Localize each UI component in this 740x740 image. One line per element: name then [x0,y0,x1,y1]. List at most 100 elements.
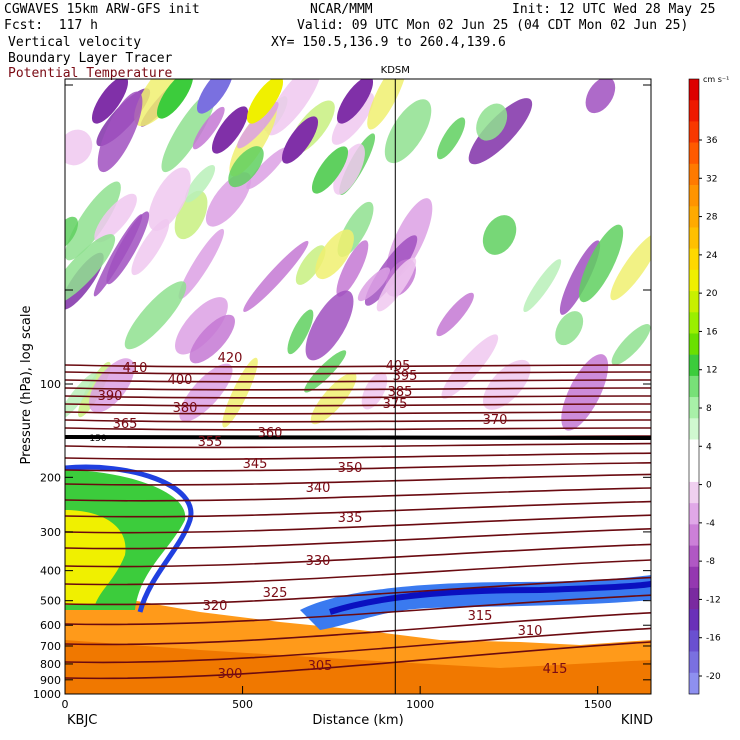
isentrope-line [65,379,651,383]
colorbar-label: 0 [706,481,712,491]
colorbar-swatch [689,312,699,334]
isentrope-label: 345 [243,457,268,472]
vertical-velocity-core [196,79,234,114]
vertical-velocity-cell [384,99,432,164]
vertical-velocity-cell [134,79,192,127]
isentrope-line [65,364,651,368]
isentrope-label: 360 [258,426,283,441]
isentrope-line [65,419,651,423]
vertical-velocity-cell [65,129,93,166]
vertical-velocity-cell [367,79,407,130]
vertical-velocity-cell [523,259,562,313]
vertical-velocity-cell [228,146,264,188]
y-tick-label: 200 [40,471,61,484]
colorbar-label: -4 [706,519,715,529]
vertical-velocity-cell [184,164,216,203]
colorbar-swatch [689,630,699,652]
colorbar-swatch [689,672,699,695]
vertical-velocity-cell [333,143,365,195]
colorbar-swatch [689,481,699,504]
vertical-velocity-cell [124,281,187,350]
isentrope-line [65,487,651,502]
isentrope-line [65,371,651,375]
colorbar-swatch [689,185,699,207]
colorbar-swatch [689,566,699,589]
isentrope-line [65,641,651,680]
colorbar-swatch [689,291,699,313]
vertical-velocity-cell [441,334,499,399]
vertical-velocity-cell [94,193,137,243]
cross-section-endpoints: XY= 150.5,136.9 to 260.4,139.6 [271,35,506,50]
isentrope-line [65,612,651,646]
init-time: Init: 12 UTC Wed 28 May 25 [512,2,716,17]
colorbar-swatch [689,651,699,674]
isentrope-label: 320 [203,599,228,614]
y-tick-label: 100 [40,378,61,391]
vertical-velocity-cell [131,219,170,276]
model-title: CGWAVES 15km ARW-GFS init [4,2,200,17]
isentrope-label: 315 [468,609,493,624]
isentrope-label: 415 [543,662,568,677]
vertical-velocity-cell [65,234,116,305]
vertical-velocity-cell [376,257,417,312]
colorbar-label: -16 [706,634,721,644]
vertical-velocity-cell [578,224,624,303]
vertical-velocity-core [211,106,249,154]
vertical-velocity-cell [148,167,191,231]
isentrope-label: 355 [198,435,223,450]
isentrope-line [65,462,651,472]
vertical-velocity-cell [357,267,391,302]
vertical-velocity-cell [179,363,233,422]
isentrope-line [65,559,651,586]
isentrope-label: 340 [306,481,331,496]
station-left-label: KBJC [67,713,97,728]
colorbar-swatch [689,524,699,546]
colorbar-label: -12 [706,595,721,605]
organization: NCAR/MMM [310,2,373,17]
colorbar-swatch [689,79,699,101]
colorbar-swatch [689,397,699,419]
vertical-velocity-cell [93,214,143,297]
isentrope-label: 330 [306,554,331,569]
isentrope-label: 420 [218,351,243,366]
colorbar-label: 36 [706,136,718,146]
isentrope-label: 410 [123,361,148,376]
y-tick-label: 700 [40,640,61,653]
vertical-velocity-cell [561,354,609,431]
isentrope-line [65,452,651,460]
isentrope-label: 380 [173,401,198,416]
y-tick-label: 1000 [33,688,61,701]
elevated-mixed-layer-core [329,581,651,615]
isentrope-line [65,576,651,606]
vertical-velocity-cell [243,240,309,312]
vertical-velocity-cell [555,311,584,346]
isentrope-label: 370 [483,413,508,428]
vertical-velocity-cell [295,245,326,285]
colorbar-swatch [689,206,699,228]
colorbar-frame [688,78,700,695]
colorbar-swatch [689,100,699,122]
colorbar-swatch [689,333,699,355]
y-axis-title: Pressure (hPa), log scale [19,306,34,465]
colorbar-label: 8 [706,404,712,414]
vertical-velocity-cell [192,106,225,150]
colorbar-swatch [689,163,699,186]
vertical-velocity-cell [178,228,225,300]
colorbar-label: -8 [706,557,715,567]
isentrope-line [65,514,651,534]
colorbar-swatch [689,587,699,610]
isentrope-line [65,528,651,550]
colorbar-label: 12 [706,366,717,376]
vertical-velocity-cell [189,314,235,364]
colorbar-swatch [689,142,699,165]
vertical-velocity-cell [336,240,369,297]
vertical-velocity-cell [305,290,354,361]
colorbar-label: 32 [706,174,717,184]
colorbar-label: -20 [706,672,721,682]
y-tick-label: 400 [40,565,61,578]
isentrope-line [65,411,651,415]
vertical-velocity-core [336,79,374,124]
vertical-velocity-cell [436,117,466,160]
x-axis-title: Distance (km) [312,713,403,728]
